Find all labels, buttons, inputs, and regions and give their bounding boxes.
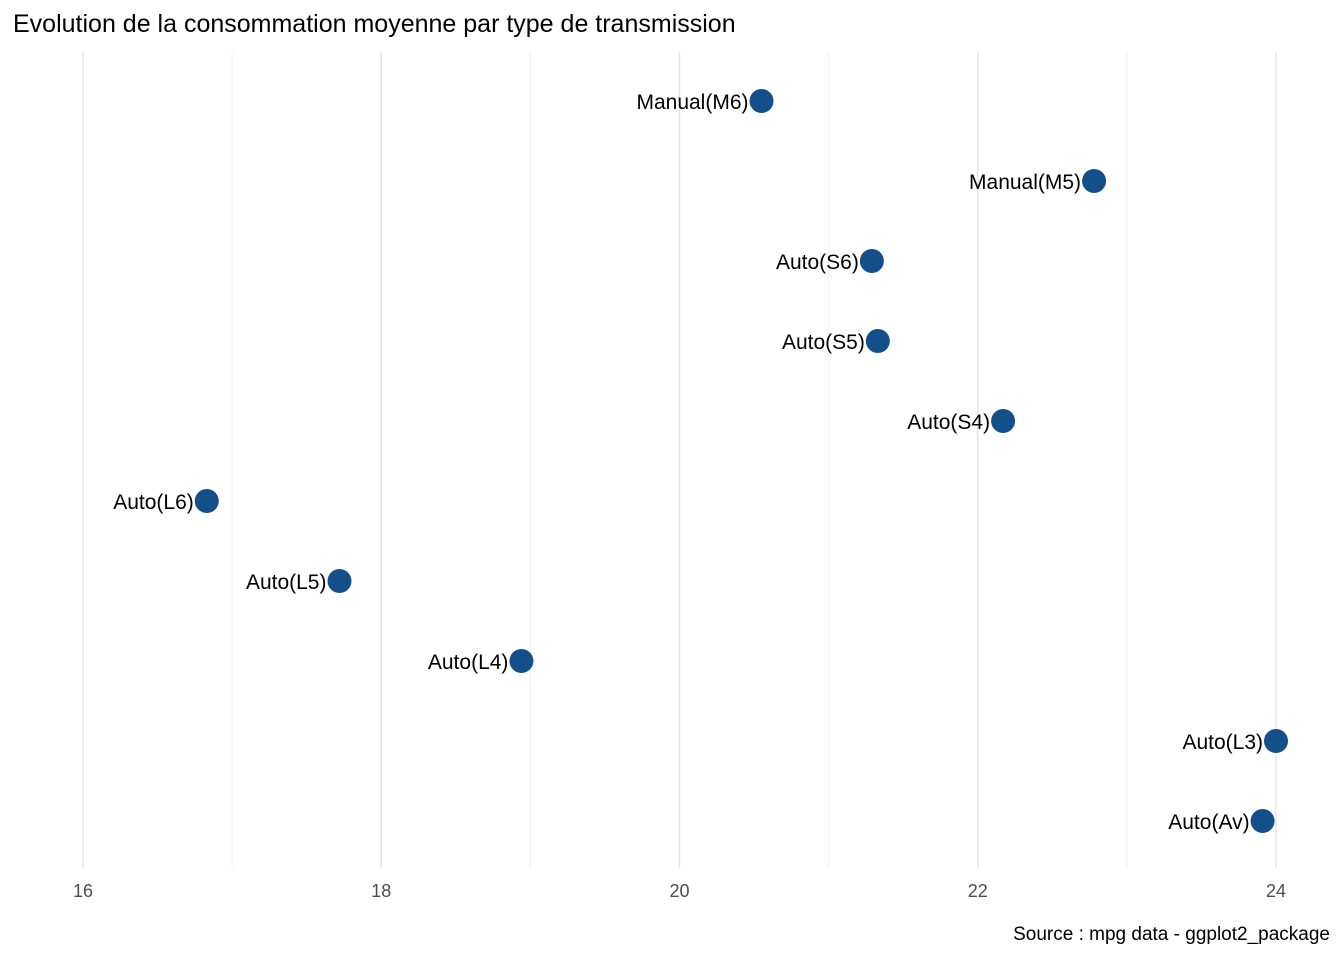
data-point <box>991 409 1016 433</box>
chart-caption: Source : mpg data - ggplot2_package <box>1013 924 1330 945</box>
x-tick-label: 24 <box>1266 881 1286 901</box>
point-label: Manual(M5) <box>969 171 1081 194</box>
data-point <box>194 489 219 513</box>
point-label: Auto(S5) <box>782 331 865 354</box>
point-label: Auto(S4) <box>907 411 990 434</box>
point-label: Auto(L3) <box>1182 731 1263 754</box>
x-tick-label: 16 <box>73 881 93 901</box>
point-label: Manual(M6) <box>636 91 748 114</box>
data-point <box>749 89 774 113</box>
data-point <box>859 249 884 273</box>
data-point <box>1250 809 1275 833</box>
data-point <box>865 329 890 353</box>
x-tick-label: 20 <box>669 881 689 901</box>
x-tick-label: 18 <box>371 881 391 901</box>
x-tick-label: 22 <box>968 881 988 901</box>
point-label: Auto(L5) <box>246 571 327 594</box>
data-point <box>1082 169 1107 193</box>
data-point <box>1264 729 1288 753</box>
point-label: Auto(L6) <box>113 491 194 514</box>
point-label: Auto(L4) <box>428 651 509 674</box>
data-point <box>327 569 352 593</box>
point-label: Auto(Av) <box>1168 811 1249 834</box>
point-label: Auto(S6) <box>776 251 859 274</box>
chart-title: Evolution de la consommation moyenne par… <box>13 10 736 38</box>
data-point <box>509 649 534 673</box>
